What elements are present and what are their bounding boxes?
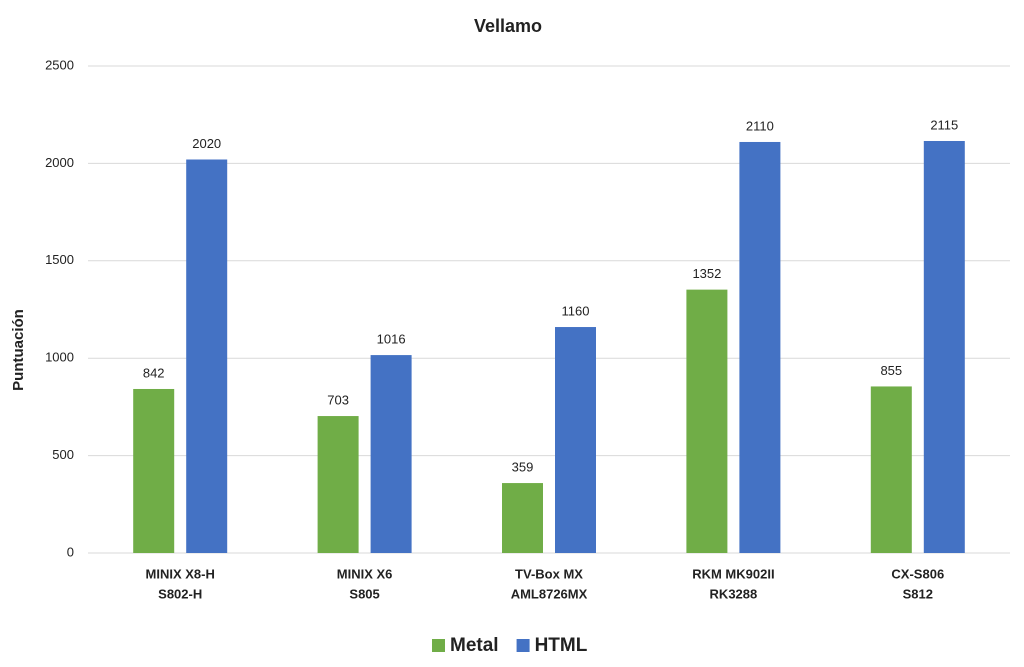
bar (317, 416, 359, 553)
y-tick-label: 2500 (45, 57, 74, 72)
bar (186, 159, 228, 553)
x-tick-label: AML8726MX (511, 586, 588, 601)
bar (923, 140, 965, 554)
data-label: 855 (880, 363, 902, 378)
x-tick-label: MINIX X8-H (146, 566, 215, 581)
y-tick-label: 2000 (45, 155, 74, 170)
y-tick-label: 1500 (45, 252, 74, 267)
legend-swatch (432, 639, 445, 652)
data-label: 842 (143, 365, 165, 380)
x-tick-label: S802-H (158, 586, 202, 601)
y-tick-label: 0 (67, 544, 74, 559)
x-tick-label: S805 (349, 586, 379, 601)
x-tick-label: RK3288 (710, 586, 758, 601)
bar (739, 141, 781, 554)
y-axis-title: Puntuación (10, 309, 27, 391)
y-tick-label: 500 (52, 447, 74, 462)
chart-title: Vellamo (474, 16, 542, 36)
data-label: 2115 (930, 117, 958, 132)
data-label: 1352 (692, 266, 721, 281)
bar (555, 327, 596, 553)
x-tick-label: RKM MK902II (692, 566, 774, 581)
bar (133, 388, 175, 553)
legend-label: Metal (450, 635, 499, 656)
data-label: 2020 (192, 136, 221, 151)
data-label: 2110 (746, 118, 774, 133)
bar (370, 355, 412, 553)
x-tick-label: CX-S806 (891, 566, 944, 581)
legend-label: HTML (535, 635, 588, 656)
bar (502, 483, 543, 553)
bar (870, 386, 912, 553)
data-label: 1016 (377, 332, 406, 347)
x-tick-label: MINIX X6 (337, 566, 393, 581)
legend-swatch (516, 639, 530, 652)
data-label: 359 (512, 460, 534, 475)
x-tick-label: TV-Box MX (515, 566, 583, 581)
data-label: 1160 (562, 303, 590, 318)
data-label: 703 (327, 392, 349, 407)
bar (686, 289, 728, 553)
x-tick-label: S812 (903, 586, 933, 601)
y-tick-label: 1000 (45, 350, 74, 365)
